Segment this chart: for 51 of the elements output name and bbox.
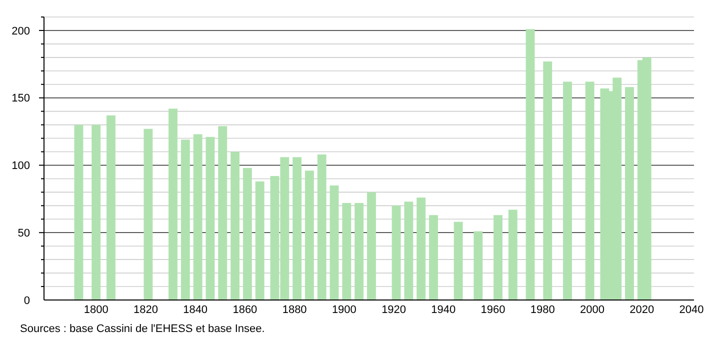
bar [317, 154, 326, 300]
bar [429, 215, 438, 300]
x-tick-label: 1980 [530, 304, 555, 316]
bar [342, 202, 352, 300]
bar [218, 126, 228, 300]
x-tick-label: 1840 [183, 304, 208, 316]
x-tick-label: 1940 [431, 304, 456, 316]
bar [494, 215, 502, 300]
bar [180, 140, 190, 300]
bar [508, 210, 518, 300]
bar [242, 168, 252, 300]
y-tick-label: 100 [12, 160, 30, 172]
bar [454, 222, 463, 300]
bar [543, 61, 552, 300]
bar [526, 29, 535, 300]
x-tick-label: 1800 [84, 304, 108, 316]
bar [563, 82, 572, 300]
bar [292, 157, 302, 300]
x-tick-label: 1960 [480, 304, 506, 316]
bar [168, 108, 178, 300]
bar [330, 185, 339, 300]
y-tick-label: 200 [12, 25, 30, 38]
bar [404, 202, 414, 300]
bar [144, 128, 153, 300]
source-note: Sources : base Cassini de l'EHESS et base Insee. [20, 323, 265, 335]
y-tick-label: 0 [24, 294, 30, 307]
x-tick-label: 1900 [332, 304, 356, 316]
bar [74, 124, 84, 300]
bar [106, 115, 116, 300]
bar [230, 152, 240, 300]
bar [416, 198, 426, 300]
bar [206, 136, 215, 300]
bar [367, 192, 376, 300]
bar [625, 87, 634, 300]
bar [354, 202, 364, 300]
x-tick-label: 1920 [382, 304, 406, 316]
x-tick-label: 2040 [679, 304, 704, 316]
x-tick-label: 1820 [133, 304, 158, 316]
x-tick-label: 1880 [282, 304, 307, 316]
y-tick-label: 50 [18, 227, 30, 240]
bar [392, 206, 401, 300]
x-tick-label: 2000 [580, 304, 605, 316]
y-tick-label: 150 [12, 92, 30, 105]
x-tick-label: 1860 [232, 304, 258, 316]
bar [304, 170, 314, 300]
x-tick-label: 2020 [630, 304, 654, 316]
bar [255, 181, 264, 300]
bar [92, 124, 101, 300]
bar [193, 134, 202, 300]
bar [474, 231, 483, 300]
bar [585, 82, 594, 300]
